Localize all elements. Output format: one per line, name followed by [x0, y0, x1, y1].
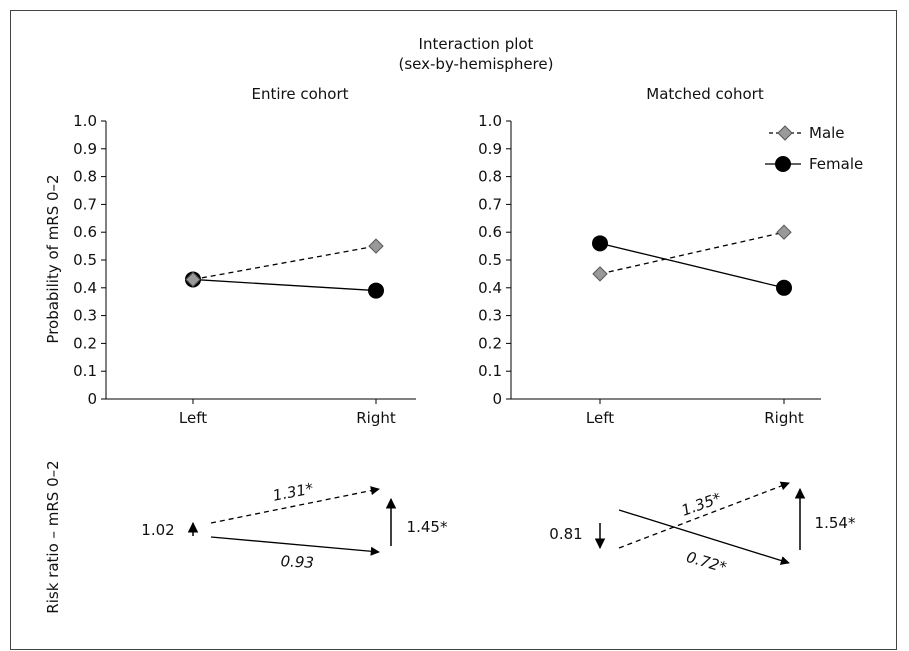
series-line-female-matched	[599, 242, 785, 289]
y-tick-label-matched: 1.0	[478, 112, 502, 130]
interaction-figure: Interaction plot (sex-by-hemisphere) Pro…	[44, 35, 863, 614]
y-tick-label-matched: 0.8	[478, 168, 502, 186]
legend: Male Female	[765, 124, 863, 173]
series-line-male-matched	[599, 231, 785, 275]
figure-title: Interaction plot	[419, 35, 534, 53]
y-tick-label-entire: 0.2	[73, 334, 97, 352]
rr-label-male-matched: 1.35*	[679, 489, 724, 520]
legend-female-circle-icon	[775, 156, 791, 172]
point-male-matched	[592, 266, 608, 282]
y-tick-label-matched: 0.6	[478, 223, 502, 241]
bottom-y-axis-label: Risk ratio – mRS 0–2	[44, 460, 62, 613]
y-tick-label-entire: 0.7	[73, 195, 97, 213]
risk-ratio-matched-cohort: 0.81 1.35* 0.72* 1.54*	[549, 481, 856, 577]
point-female-entire	[368, 282, 384, 299]
x-tick-label-matched: Left	[586, 409, 614, 427]
rr-label-female-entire: 0.93	[280, 552, 314, 572]
y-tick-label-matched: 0.5	[478, 251, 502, 269]
point-female-matched	[776, 279, 792, 296]
y-tick-label-entire: 0.9	[73, 140, 97, 158]
y-tick-label-entire: 0.3	[73, 307, 97, 325]
y-tick-label-entire: 0.8	[73, 168, 97, 186]
y-tick-label-matched: 0.9	[478, 140, 502, 158]
rr-arrow-male-matched	[618, 481, 790, 549]
y-tick-label-matched: 0.7	[478, 195, 502, 213]
y-tick-label-matched: 0.3	[478, 307, 502, 325]
panel-matched-cohort: Matched cohort 0 0.1 0.2 0.3 0.4 0.5 0.6 0.7 0.8…	[478, 85, 821, 427]
rr-arrow-female-entire	[210, 536, 380, 556]
y-tick-label-entire: 0.5	[73, 251, 97, 269]
point-male-matched	[776, 224, 792, 240]
top-y-axis-label: Probability of mRS 0–2	[44, 174, 62, 343]
series-line-female-entire	[192, 278, 377, 292]
rr-arrow-female-matched	[618, 509, 790, 565]
rr-label-male-entire: 1.31*	[271, 479, 315, 505]
legend-male-label: Male	[809, 124, 845, 142]
x-tick-label-entire: Right	[356, 409, 396, 427]
figure-subtitle: (sex-by-hemisphere)	[399, 55, 554, 73]
x-tick-label-entire: Left	[179, 409, 207, 427]
rr-label-left-matched: 0.81	[549, 525, 582, 543]
series-line-male-entire	[192, 245, 377, 281]
y-tick-label-entire: 0	[87, 390, 97, 408]
y-tick-label-matched: 0.4	[478, 279, 502, 297]
figure-frame: Interaction plot (sex-by-hemisphere) Pro…	[10, 10, 897, 650]
rr-label-right-entire: 1.45*	[407, 518, 448, 536]
x-tick-label-matched: Right	[764, 409, 804, 427]
y-tick-label-entire: 1.0	[73, 112, 97, 130]
point-female-matched	[592, 235, 608, 252]
y-tick-label-entire: 0.4	[73, 279, 97, 297]
y-tick-label-matched: 0.1	[478, 362, 502, 380]
rr-label-left-entire: 1.02	[141, 521, 174, 539]
y-tick-label-matched: 0.2	[478, 334, 502, 352]
panel-title-entire-cohort: Entire cohort	[251, 85, 348, 103]
y-tick-label-entire: 0.6	[73, 223, 97, 241]
point-male-entire	[368, 238, 384, 254]
rr-label-right-matched: 1.54*	[815, 514, 856, 532]
point-male-entire	[185, 271, 201, 288]
legend-male-diamond-icon	[777, 125, 793, 141]
y-tick-label-entire: 0.1	[73, 362, 97, 380]
panel-title-matched-cohort: Matched cohort	[646, 85, 764, 103]
panel-entire-cohort: Entire cohort 0 0.1 0.2 0.3 0.4 0.5 0.6 0.7 0.8 0…	[73, 85, 416, 427]
y-tick-label-matched: 0	[492, 390, 502, 408]
rr-arrow-male-entire	[210, 486, 380, 524]
legend-female-label: Female	[809, 155, 863, 173]
risk-ratio-entire-cohort: 1.02 1.31* 0.93 1.45*	[141, 479, 448, 572]
rr-label-female-matched: 0.72*	[684, 548, 729, 577]
